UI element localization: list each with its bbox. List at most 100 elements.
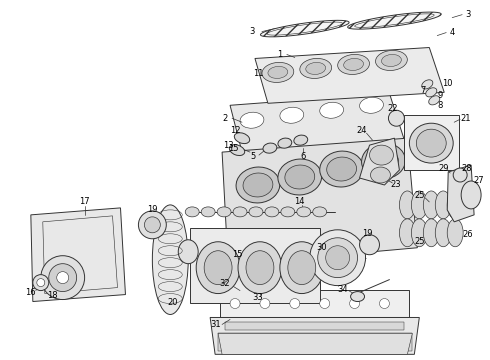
Ellipse shape bbox=[326, 246, 349, 270]
Ellipse shape bbox=[370, 167, 391, 183]
Bar bbox=[220, 289, 409, 318]
Ellipse shape bbox=[429, 96, 440, 105]
Text: 19: 19 bbox=[362, 229, 373, 238]
Ellipse shape bbox=[318, 238, 358, 278]
Ellipse shape bbox=[138, 211, 166, 239]
Text: 5: 5 bbox=[250, 152, 256, 161]
Ellipse shape bbox=[204, 251, 232, 285]
Text: 20: 20 bbox=[167, 298, 177, 307]
Ellipse shape bbox=[306, 62, 326, 75]
Ellipse shape bbox=[368, 149, 398, 173]
Text: 30: 30 bbox=[317, 243, 327, 252]
Ellipse shape bbox=[389, 110, 404, 126]
Ellipse shape bbox=[152, 205, 188, 315]
Ellipse shape bbox=[461, 181, 481, 209]
Ellipse shape bbox=[313, 207, 327, 217]
Ellipse shape bbox=[185, 207, 199, 217]
Text: 33: 33 bbox=[252, 293, 263, 302]
Text: 6: 6 bbox=[300, 152, 305, 161]
Polygon shape bbox=[447, 165, 474, 222]
Ellipse shape bbox=[280, 242, 324, 293]
Text: 24: 24 bbox=[356, 126, 367, 135]
Ellipse shape bbox=[375, 50, 407, 71]
Ellipse shape bbox=[320, 102, 343, 118]
Ellipse shape bbox=[399, 219, 416, 247]
Ellipse shape bbox=[260, 298, 270, 309]
Bar bbox=[218, 333, 413, 351]
Ellipse shape bbox=[412, 191, 427, 219]
Ellipse shape bbox=[423, 219, 439, 247]
Text: 7: 7 bbox=[420, 86, 426, 95]
Ellipse shape bbox=[350, 292, 365, 302]
Text: 12: 12 bbox=[230, 126, 240, 135]
Ellipse shape bbox=[178, 240, 198, 264]
Ellipse shape bbox=[233, 207, 247, 217]
Ellipse shape bbox=[360, 235, 379, 255]
Ellipse shape bbox=[297, 207, 311, 217]
Ellipse shape bbox=[262, 62, 294, 82]
Ellipse shape bbox=[196, 242, 240, 293]
Ellipse shape bbox=[278, 138, 292, 148]
Bar bbox=[404, 115, 459, 170]
Polygon shape bbox=[260, 20, 349, 37]
Ellipse shape bbox=[280, 107, 304, 123]
Polygon shape bbox=[230, 93, 404, 152]
Ellipse shape bbox=[310, 230, 366, 285]
Polygon shape bbox=[347, 12, 441, 29]
Ellipse shape bbox=[217, 207, 231, 217]
Text: 31: 31 bbox=[210, 320, 220, 329]
Ellipse shape bbox=[37, 279, 45, 287]
Ellipse shape bbox=[49, 264, 76, 292]
Ellipse shape bbox=[362, 143, 405, 179]
Ellipse shape bbox=[41, 256, 85, 300]
Polygon shape bbox=[222, 138, 417, 265]
Polygon shape bbox=[210, 318, 419, 354]
Text: 32: 32 bbox=[220, 279, 230, 288]
Text: 13: 13 bbox=[223, 141, 233, 150]
Ellipse shape bbox=[288, 251, 316, 285]
Ellipse shape bbox=[349, 298, 360, 309]
Text: 25: 25 bbox=[414, 237, 424, 246]
Ellipse shape bbox=[234, 133, 250, 144]
Ellipse shape bbox=[238, 242, 282, 293]
Ellipse shape bbox=[447, 219, 463, 247]
Ellipse shape bbox=[327, 157, 357, 181]
Text: 15: 15 bbox=[228, 144, 238, 153]
Text: 21: 21 bbox=[460, 114, 470, 123]
Polygon shape bbox=[360, 138, 399, 185]
Ellipse shape bbox=[426, 88, 437, 97]
Text: 1: 1 bbox=[277, 50, 283, 59]
Ellipse shape bbox=[423, 191, 439, 219]
Text: 27: 27 bbox=[474, 176, 485, 185]
Ellipse shape bbox=[240, 112, 264, 128]
Polygon shape bbox=[255, 48, 444, 103]
Text: 3: 3 bbox=[466, 10, 471, 19]
Ellipse shape bbox=[369, 145, 393, 165]
Ellipse shape bbox=[435, 191, 451, 219]
Ellipse shape bbox=[145, 217, 160, 233]
Text: 9: 9 bbox=[438, 91, 443, 100]
Text: 23: 23 bbox=[390, 180, 401, 189]
Ellipse shape bbox=[268, 66, 288, 78]
Text: 34: 34 bbox=[337, 285, 348, 294]
Text: 16: 16 bbox=[25, 288, 36, 297]
Bar bbox=[225, 323, 404, 330]
Ellipse shape bbox=[281, 207, 295, 217]
Ellipse shape bbox=[243, 173, 273, 197]
Ellipse shape bbox=[236, 167, 280, 203]
Ellipse shape bbox=[412, 219, 427, 247]
Ellipse shape bbox=[435, 219, 451, 247]
Ellipse shape bbox=[382, 54, 401, 67]
Text: 14: 14 bbox=[294, 197, 305, 206]
Text: 8: 8 bbox=[438, 101, 443, 110]
Bar bbox=[190, 228, 319, 302]
Text: 3: 3 bbox=[249, 27, 255, 36]
Text: 18: 18 bbox=[48, 291, 58, 300]
Ellipse shape bbox=[201, 207, 215, 217]
Text: 10: 10 bbox=[442, 79, 452, 88]
Ellipse shape bbox=[409, 123, 453, 163]
Ellipse shape bbox=[320, 151, 364, 187]
Polygon shape bbox=[218, 333, 413, 354]
Ellipse shape bbox=[278, 159, 321, 195]
Ellipse shape bbox=[399, 191, 416, 219]
